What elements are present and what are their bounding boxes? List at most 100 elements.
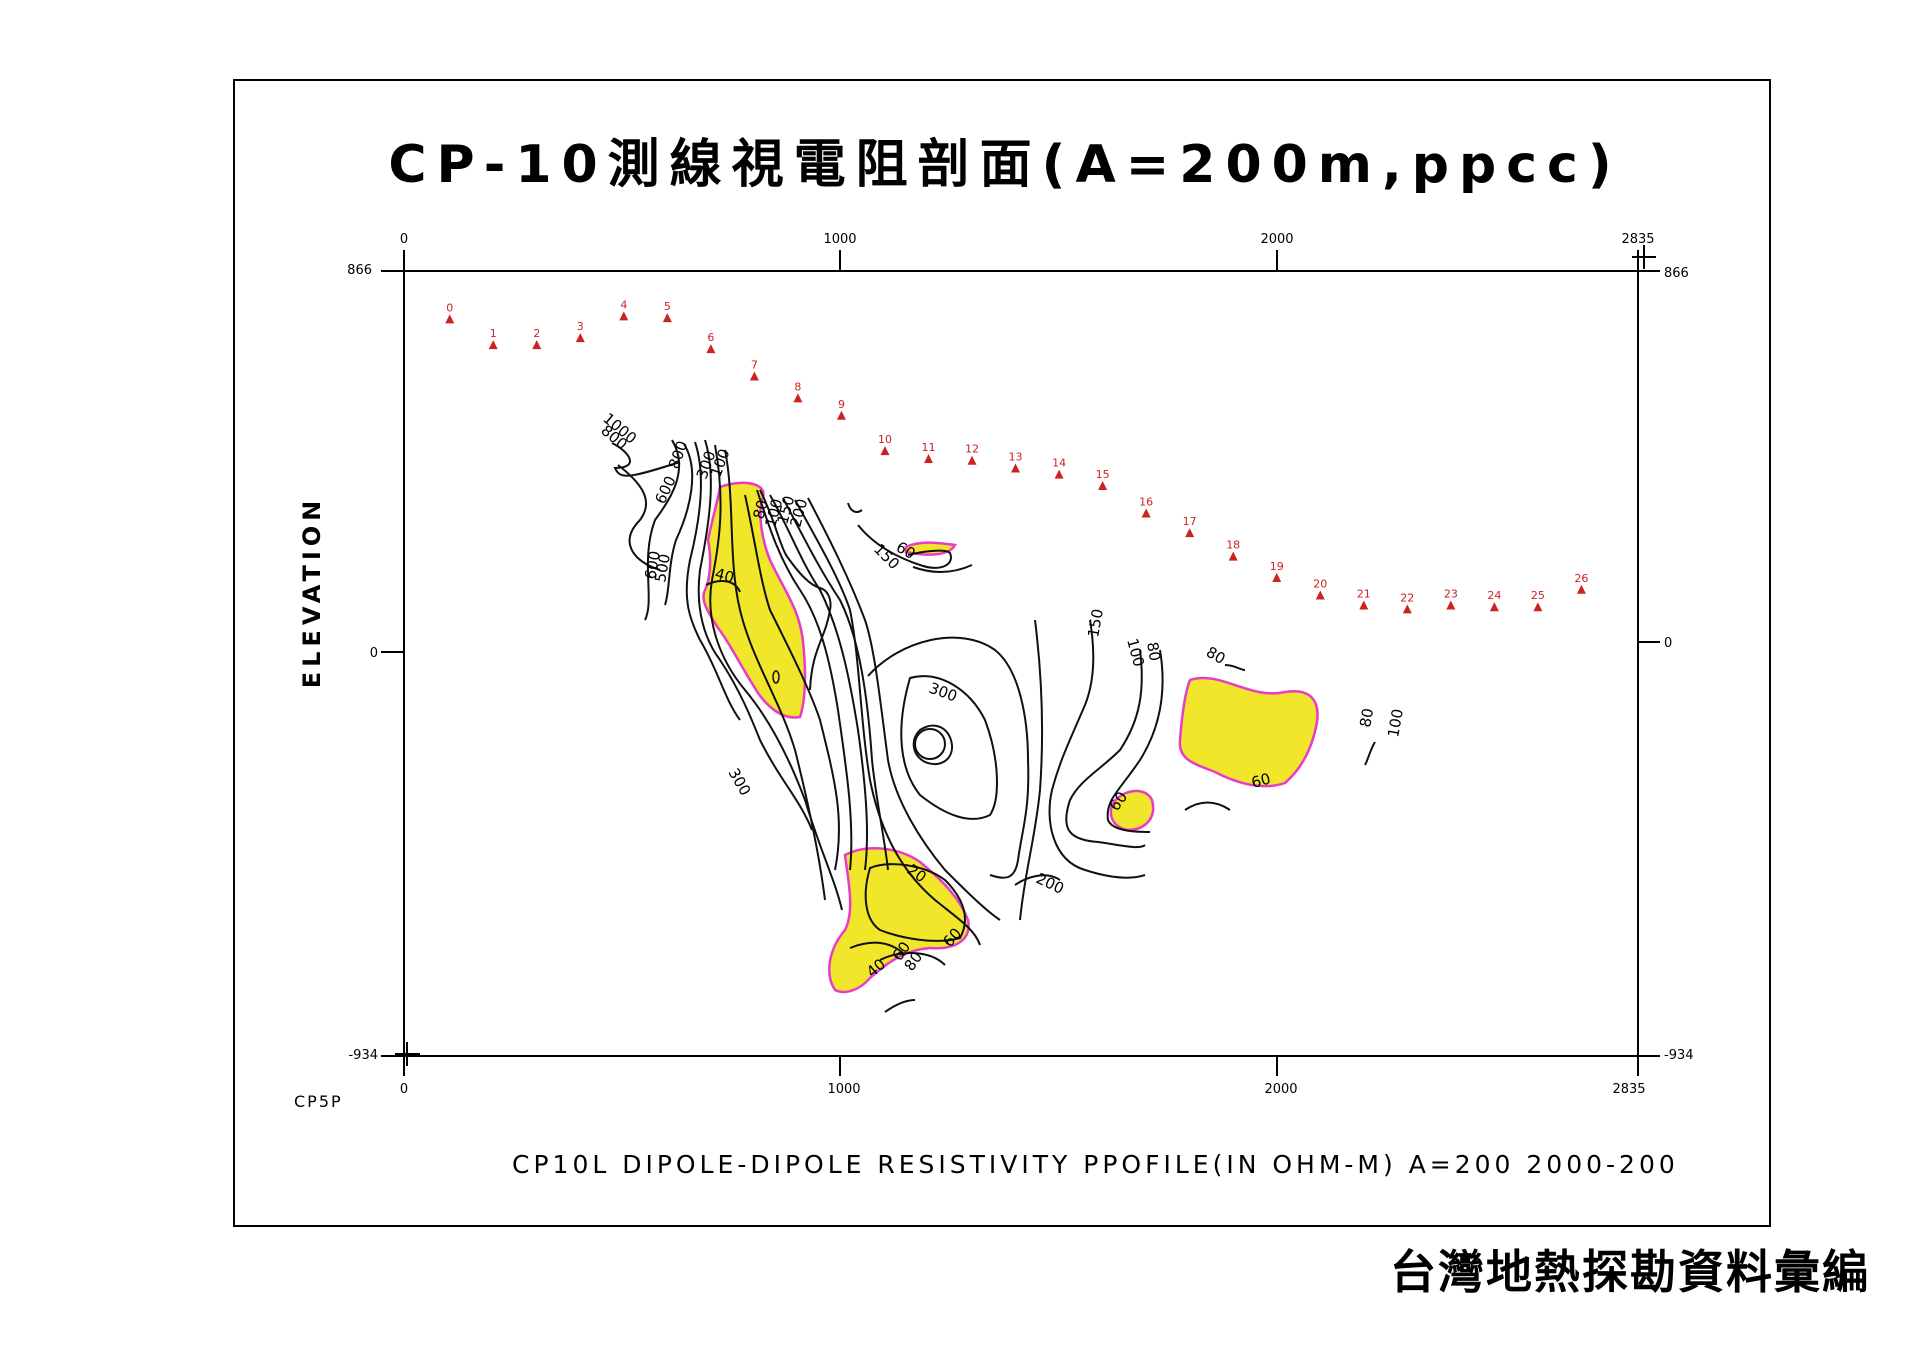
station-label: 9 bbox=[838, 398, 845, 411]
station-label: 16 bbox=[1139, 495, 1153, 508]
station-label: 2 bbox=[533, 327, 540, 340]
contour-label: 40 bbox=[713, 564, 736, 586]
station-marker bbox=[1533, 602, 1543, 612]
contour-line bbox=[772, 670, 780, 684]
figure-frame bbox=[233, 79, 1771, 1227]
page-title: CP-10測線視電阻剖面(A=200m,ppcc) bbox=[388, 135, 1622, 195]
figure-caption: CP10L DIPOLE-DIPOLE RESISTIVITY PPOFILE(… bbox=[512, 1150, 1679, 1179]
x-tick-top: 0 bbox=[400, 232, 408, 247]
contour-label: 600 bbox=[641, 549, 664, 580]
contour-label: 600 bbox=[651, 473, 679, 507]
contour-line bbox=[1019, 619, 1044, 921]
x-tick-top: 1000 bbox=[823, 232, 856, 247]
contour-line bbox=[867, 636, 1030, 879]
contour-label: 60 bbox=[1249, 770, 1272, 792]
contour-line bbox=[912, 724, 954, 765]
low-zone-east bbox=[1178, 676, 1319, 788]
contour-line bbox=[900, 675, 998, 820]
contour-line bbox=[705, 579, 741, 593]
contour-label: 80 bbox=[749, 498, 771, 521]
station-label: 0 bbox=[446, 301, 453, 314]
station-marker bbox=[836, 410, 846, 420]
station-label: 23 bbox=[1444, 587, 1458, 600]
contour-label: 800 bbox=[665, 438, 692, 471]
contour-line bbox=[879, 952, 946, 966]
contour-label: 80 bbox=[1143, 641, 1164, 663]
station-marker bbox=[793, 393, 803, 403]
contour-line bbox=[611, 442, 681, 477]
station-marker bbox=[1054, 469, 1064, 479]
station-label: 11 bbox=[922, 441, 936, 454]
station-label: 10 bbox=[878, 433, 892, 446]
station-label: 8 bbox=[794, 380, 801, 393]
contour-line bbox=[857, 524, 952, 569]
station-label: 21 bbox=[1357, 587, 1371, 600]
station-marker bbox=[1228, 551, 1238, 561]
x-tick-bottom: 2000 bbox=[1264, 1082, 1297, 1097]
contour-label: 150 bbox=[1084, 607, 1107, 638]
contour-line bbox=[1184, 801, 1231, 811]
station-marker bbox=[1141, 508, 1151, 518]
contour-label: 80 bbox=[1356, 707, 1377, 729]
x-tick-top: 2835 bbox=[1621, 232, 1654, 247]
contour-label: 300 bbox=[927, 679, 960, 706]
low-zone-small bbox=[1109, 789, 1155, 832]
station-label: CP5P bbox=[294, 1092, 343, 1111]
contour-line bbox=[1048, 619, 1146, 879]
station-label: 13 bbox=[1009, 451, 1023, 464]
contour-label: 300 bbox=[725, 765, 755, 799]
station-label: 3 bbox=[577, 320, 584, 333]
contour-line bbox=[1224, 664, 1246, 671]
station-marker bbox=[532, 340, 542, 350]
contour-line bbox=[864, 863, 966, 942]
contour-line bbox=[847, 502, 863, 513]
axes-box bbox=[381, 245, 1660, 1076]
contour-label: 200 bbox=[1033, 869, 1067, 897]
station-marker bbox=[880, 446, 890, 456]
station-marker bbox=[662, 313, 672, 323]
x-tick-bottom: 0 bbox=[400, 1082, 408, 1097]
station-marker bbox=[619, 311, 629, 321]
station-label: 4 bbox=[620, 298, 627, 311]
contour-line bbox=[759, 489, 832, 691]
contour-line bbox=[1014, 874, 1061, 886]
contour-line bbox=[884, 999, 916, 1013]
station-marker bbox=[1185, 528, 1195, 538]
contour-line bbox=[644, 439, 681, 621]
x-tick-bottom: 1000 bbox=[827, 1082, 860, 1097]
contour-label: 100 bbox=[1123, 636, 1148, 668]
contour-line bbox=[756, 489, 853, 871]
station-marker bbox=[1098, 481, 1108, 491]
station-label: 14 bbox=[1052, 457, 1066, 470]
contour-line bbox=[744, 494, 840, 871]
y-tick-right: -934 bbox=[1664, 1048, 1694, 1063]
resistivity-contours bbox=[611, 439, 1376, 1013]
station-marker bbox=[1402, 604, 1412, 614]
station-label: 7 bbox=[751, 359, 758, 372]
tick-labels: 0 1000 2000 2835 0 1000 2000 2835 866 0 … bbox=[347, 232, 1693, 1097]
contour-line bbox=[1106, 649, 1164, 833]
station-label: 26 bbox=[1574, 572, 1588, 585]
contour-line bbox=[709, 444, 843, 911]
y-tick-left: -934 bbox=[348, 1048, 378, 1063]
contour-line bbox=[697, 439, 813, 831]
y-tick-left: 866 bbox=[347, 263, 372, 278]
station-label: 18 bbox=[1226, 539, 1240, 552]
x-tick-bottom: 2835 bbox=[1612, 1082, 1645, 1097]
station-marker bbox=[1446, 600, 1456, 610]
station-label: 22 bbox=[1400, 591, 1414, 604]
station-label: 20 bbox=[1313, 577, 1327, 590]
station-marker bbox=[1315, 590, 1325, 600]
station-marker bbox=[1359, 600, 1369, 610]
contour-label: 500 bbox=[651, 552, 674, 583]
station-marker bbox=[967, 455, 977, 465]
station-marker bbox=[575, 333, 585, 343]
y-tick-left: 0 bbox=[370, 646, 378, 661]
contour-line bbox=[1364, 741, 1376, 766]
contour-line bbox=[807, 497, 1001, 921]
contour-line bbox=[914, 728, 946, 760]
y-tick-right: 866 bbox=[1664, 266, 1689, 281]
source-label: 台灣地熱探勘資料彙編 bbox=[1390, 1245, 1870, 1299]
